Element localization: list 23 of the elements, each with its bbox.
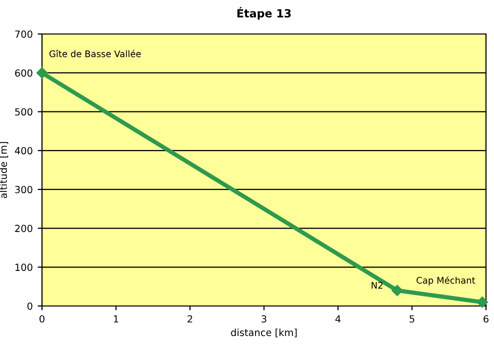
y-tick-label: 0: [27, 302, 32, 310]
y-tick-label: 700: [15, 30, 32, 38]
y-tick-label: 300: [15, 186, 32, 194]
x-tick-label: 0: [40, 315, 44, 323]
y-tick-label: 400: [14, 147, 32, 154]
y-tick-label: 100: [15, 264, 32, 271]
x-tick-label: 1: [114, 315, 118, 322]
x-tick-label: 4: [335, 315, 341, 322]
x-tick-label: 3: [262, 315, 266, 323]
annotation: Cap Méchant: [416, 276, 476, 286]
y-tick-label: 500: [15, 108, 32, 116]
x-axis-title: distance [km]: [231, 328, 297, 338]
x-tick-label: 6: [484, 315, 488, 323]
point: [476, 296, 488, 308]
y-tick-label: 200: [15, 224, 32, 232]
point: [392, 284, 403, 296]
annotation: Gîte de Basse Vallée: [49, 50, 141, 58]
x-tick-label: 5: [410, 315, 414, 323]
annotation: N2: [372, 282, 382, 289]
point: [36, 67, 48, 78]
chart-title: Étape 13: [237, 7, 291, 20]
x-tick-label: 2: [188, 315, 192, 322]
y-tick-label: 600: [15, 69, 32, 77]
